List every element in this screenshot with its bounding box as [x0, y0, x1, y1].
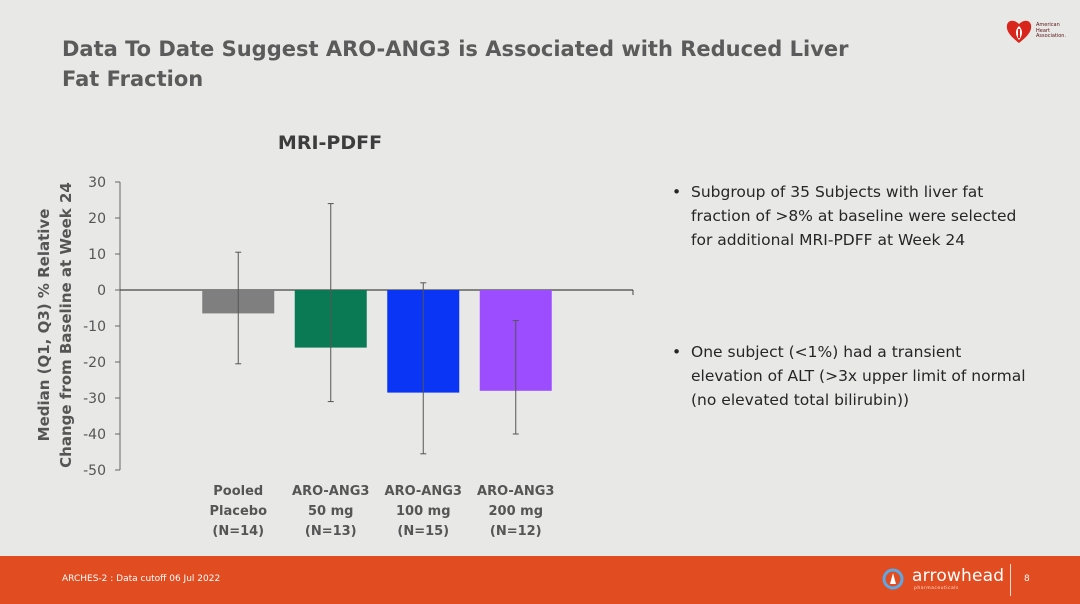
bullet-list: Subgroup of 35 Subjects with liver fat f…: [672, 180, 1032, 412]
y-axis-label-line2: Change from Baseline at Week 24: [57, 182, 75, 468]
arrowhead-logo: arrowhead pharmaceuticals: [882, 565, 1005, 595]
y-tick-label: 30: [88, 175, 106, 191]
footer-divider: [1010, 564, 1011, 596]
y-tick-label: -30: [83, 391, 106, 407]
aha-wordmark: American Heart Association.: [1036, 22, 1067, 39]
y-tick-label: -40: [83, 427, 106, 443]
category-label: Pooled Placebo (N=14): [209, 484, 267, 539]
footer-cutoff-text: ARCHES-2 : Data cutoff 06 Jul 2022: [62, 574, 221, 584]
y-tick-label: 20: [88, 211, 106, 227]
y-axis-label-line1: Median (Q1, Q3) % Relative: [35, 209, 53, 442]
y-tick-label: -10: [83, 319, 106, 335]
footer-bar: ARCHES-2 : Data cutoff 06 Jul 2022 arrow…: [0, 556, 1080, 604]
category-label: ARO-ANG3 200 mg (N=12): [477, 484, 554, 539]
y-tick-label: -20: [83, 355, 106, 371]
bullet-alt-elevation: One subject (<1%) had a transient elevat…: [672, 340, 1032, 412]
bullet-subgroup: Subgroup of 35 Subjects with liver fat f…: [672, 180, 1032, 252]
category-label: ARO-ANG3 50 mg (N=13): [292, 484, 369, 539]
y-tick-label: 0: [97, 283, 106, 299]
y-tick-label: -50: [83, 463, 106, 479]
bar-chart: Median (Q1, Q3) % Relative Change from B…: [35, 175, 634, 539]
arrowhead-subtitle: pharmaceuticals: [914, 586, 959, 591]
slide-title: Data To Date Suggest ARO-ANG3 is Associa…: [62, 37, 849, 91]
y-tick-label: 10: [88, 247, 106, 263]
arrowhead-mark-icon: [882, 568, 904, 590]
chart-title: MRI-PDFF: [277, 132, 383, 154]
american-heart-association-logo: American Heart Association.: [1004, 16, 1072, 46]
arrowhead-wordmark: arrowhead: [912, 566, 1005, 586]
category-label: ARO-ANG3 100 mg (N=15): [385, 484, 462, 539]
page-number: 8: [1024, 574, 1030, 584]
heart-torch-icon: [1006, 20, 1032, 43]
